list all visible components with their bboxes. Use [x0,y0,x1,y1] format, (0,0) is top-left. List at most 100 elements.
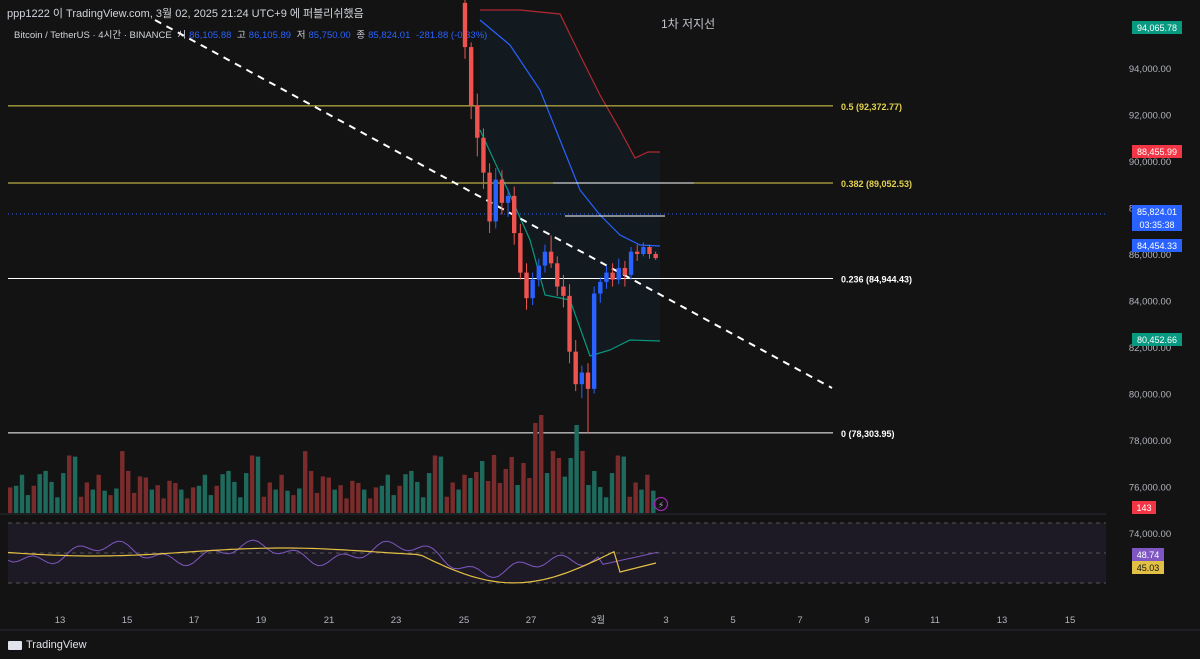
candle-body [622,267,628,275]
candle-body [635,251,640,254]
price-badge-label: 80,452.66 [1137,335,1177,345]
lightning-icon [653,496,669,512]
candle-body [548,251,554,264]
volume-bar [344,498,349,513]
candle-body [499,179,505,203]
fib-retracement[interactable]: 0.5 (92,372.77) 0.382 (89,052.53) 0.236 (8… [8,102,1106,439]
lightning-glyph: ⚡ [658,501,664,511]
candle-body [481,137,486,173]
rsi-badge [1132,548,1164,561]
volume-bar [621,456,626,513]
price-tick-label: 84,000.00 [1129,297,1171,308]
volume-bar [426,473,432,513]
candle-body [585,372,591,389]
volume-bar [126,470,131,513]
volume-bar [645,474,650,513]
volume-bar [444,496,449,513]
price-badge-label: 84,454.33 [1137,241,1177,251]
candle-body [468,47,474,106]
price-axis-bg [1106,0,1200,630]
volume-bar [90,489,95,513]
volume-bar [102,490,107,513]
diagonal-trendline [154,19,833,389]
rsi-ma-line [7,547,657,584]
trend-line[interactable] [154,19,833,389]
time-tick-label: 9 [864,615,869,626]
volume-bar [190,487,196,513]
volume-bar [196,485,202,513]
time-tick-label: 23 [391,615,402,626]
volume-bar [297,488,302,513]
volume-bar [19,474,25,513]
candle-body [475,105,480,138]
volume-bar [468,478,473,513]
volume-bar [574,425,579,513]
volume-bar [8,487,13,513]
volume-bar [550,451,556,513]
volume-bar [314,492,320,513]
time-axis[interactable]: 13 15 17 19 21 23 25 27 3월 3 5 7 9 11 13 15 [0,614,1200,631]
price-badge [1132,239,1182,252]
volume-bar [627,496,632,513]
volume-bar [432,455,438,513]
volume-bar [385,474,390,513]
volume-bar [456,489,461,513]
volume-bar [84,482,90,513]
volume-bar [527,478,532,513]
volume-bar [503,469,508,513]
candle-body [487,172,492,222]
volume-bar [533,423,538,513]
volume-bar [409,470,414,513]
volume-bar [220,474,225,513]
tradingview-logo[interactable]: TradingView [8,639,87,651]
volume-bar [285,490,290,513]
time-tick-label: 25 [459,615,470,626]
volume-bar [332,489,337,513]
volume-bar [403,474,408,513]
volume-bar [161,498,166,513]
volume-bar [438,456,444,513]
price-axis[interactable]: 94,000.0092,000.0090,000.0088,000.0086,0… [1106,0,1200,630]
band-upper [480,9,660,159]
price-tick-label: 78,000.00 [1129,436,1171,447]
time-tick-label: 13 [997,615,1008,626]
volume-bar [450,482,455,513]
candle-body [518,233,523,273]
volume-bar [208,495,213,513]
candle-body [530,279,535,299]
volume-bar [179,489,184,513]
volume-bar [149,489,154,513]
volume-bar [31,485,36,513]
price-badge [1132,205,1182,218]
volume-bar [308,470,314,513]
open-value: 86,105.88 [189,30,232,41]
volume-bar [114,488,119,513]
volume-bar [586,485,591,513]
volume-bar [67,455,72,513]
candle-body [647,247,652,254]
fib-level-label: 0.5 (92,372.77) [841,102,902,112]
volume-bar [37,474,42,513]
volume-bar [598,487,603,513]
volume-bar [539,415,544,513]
volume-bar [415,481,420,513]
logo-text: TradingView [26,639,87,651]
rsi-badge-label: 48.74 [1137,550,1160,560]
price-tick-label: 94,000.00 [1129,64,1171,75]
volume-bar [326,477,331,513]
candles [462,0,658,434]
price-badge [1132,21,1182,34]
volume-bar [379,485,385,513]
volume-bar [639,489,644,513]
volume-bar [43,470,48,513]
volume-bar [356,483,361,513]
time-tick-label: 7 [797,615,802,626]
candle-body [641,247,646,254]
volume-bar [25,495,31,513]
fib-level-label: 0 (78,303.95) [841,429,895,439]
volume-bar [279,474,284,513]
time-tick-label: 27 [526,615,537,626]
volume-bar [603,497,609,513]
candle-body [524,272,529,299]
